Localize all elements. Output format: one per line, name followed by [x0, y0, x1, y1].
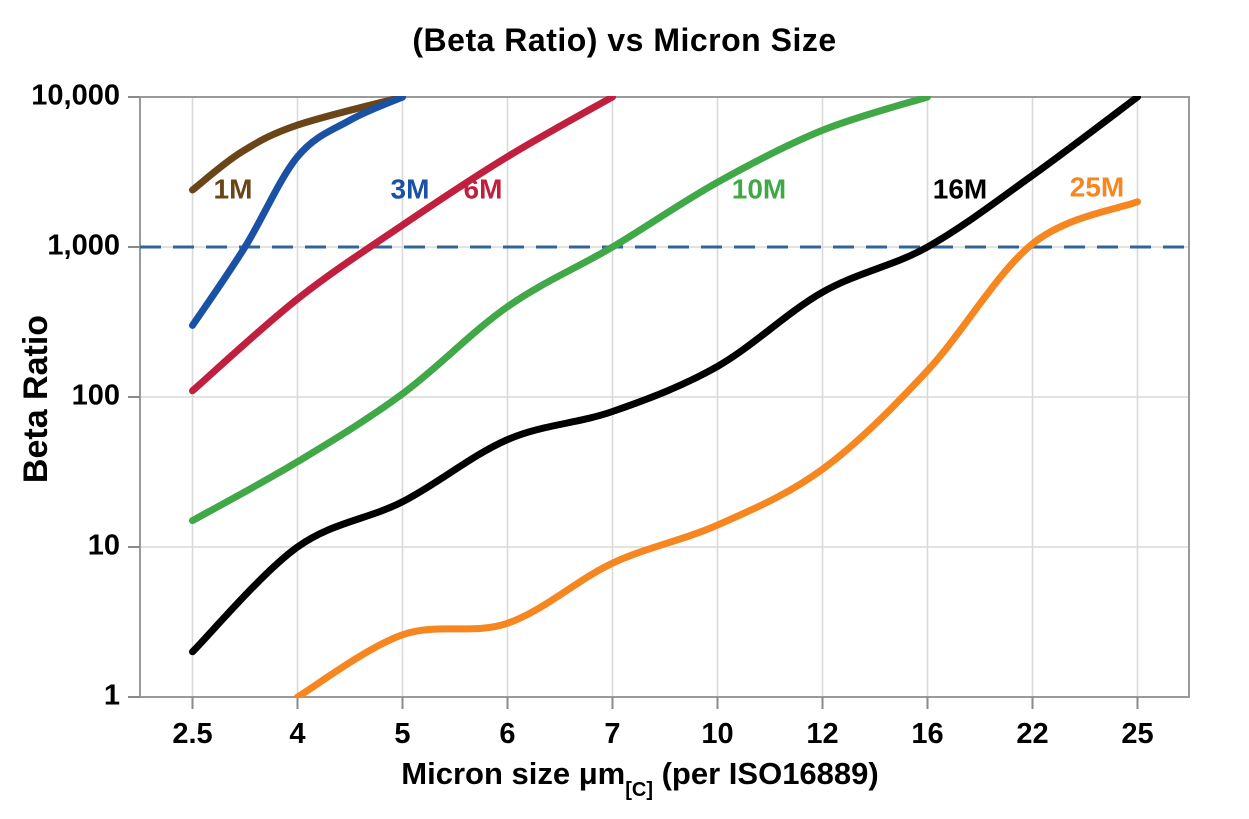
series-label-10M: 10M — [732, 173, 786, 204]
y-tick-label-100: 100 — [72, 380, 120, 412]
y-tick-label-1: 1 — [104, 680, 120, 712]
y-axis-title: Beta Ratio — [17, 314, 55, 484]
series-label-3M: 3M — [391, 173, 430, 204]
series-curve-25M — [294, 198, 1141, 698]
series-curve-10M — [189, 96, 931, 525]
x-tick-label-6: 6 — [499, 718, 515, 750]
series-label-6M: 6M — [464, 173, 503, 204]
x-axis-title: Micron size μm[C] (per ISO16889) — [0, 756, 1249, 802]
series-label-16M: 16M — [933, 173, 987, 204]
x-tick-label-16: 16 — [911, 718, 943, 750]
x-tick-label-25: 25 — [1121, 718, 1153, 750]
series-label-1M: 1M — [214, 173, 253, 204]
x-tick-label-22: 22 — [1016, 718, 1048, 750]
series-curve-6M — [189, 96, 616, 395]
series-curve-3M — [189, 96, 406, 329]
x-tick-label-5: 5 — [394, 718, 410, 750]
y-tick-label-1000: 1,000 — [47, 230, 120, 262]
chart-title: (Beta Ratio) vs Micron Size — [412, 22, 837, 58]
x-tick-label-7: 7 — [604, 718, 620, 750]
x-tick-label-10: 10 — [701, 718, 733, 750]
x-axis-title-suffix: (per ISO16889) — [653, 756, 879, 791]
y-tick-label-10000: 10,000 — [31, 80, 120, 112]
series-curve-16M — [189, 96, 1141, 656]
x-tick-label-2.5: 2.5 — [172, 718, 212, 750]
x-axis-title-main: Micron size μm — [401, 756, 626, 791]
series-curve-1M — [189, 96, 406, 194]
x-tick-label-12: 12 — [806, 718, 838, 750]
x-tick-label-4: 4 — [289, 718, 305, 750]
series-label-25M: 25M — [1070, 171, 1124, 202]
y-tick-label-10: 10 — [88, 530, 120, 562]
x-axis-title-subscript: [C] — [625, 779, 653, 801]
